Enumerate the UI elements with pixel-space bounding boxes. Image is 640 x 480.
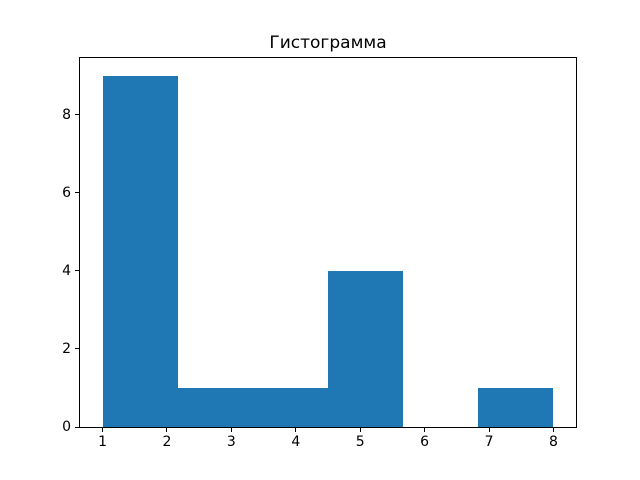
histogram-bar: [177, 387, 253, 427]
x-tick-mark: [488, 428, 490, 432]
x-tick-label: 7: [484, 434, 494, 450]
y-tick-label: 2: [62, 340, 71, 357]
y-tick-mark: [75, 348, 79, 350]
y-axis: 0 2 4 6 8: [62, 58, 576, 435]
x-tick-mark: [552, 428, 554, 432]
bars-layer: [80, 58, 576, 427]
x-tick-mark: [359, 428, 361, 432]
y-tick-label: 0: [62, 419, 71, 435]
x-tick-mark: [230, 428, 232, 432]
x-tick-label: 3: [226, 434, 236, 450]
x-tick-label: 2: [162, 434, 172, 450]
y-tick-label: 6: [62, 184, 71, 201]
chart-title: Гистограмма: [269, 33, 387, 53]
x-tick-label: 4: [291, 434, 301, 450]
plot-area: 1 2 3 4 5 6 7 8 0 2 4 6 8: [62, 57, 577, 450]
histogram-bar: [328, 270, 404, 427]
histogram-bar: [478, 387, 554, 427]
y-tick-mark: [75, 192, 79, 194]
histogram-bar: [102, 75, 178, 427]
y-tick-mark: [75, 114, 79, 116]
y-tick-mark: [75, 270, 79, 272]
x-tick-mark: [424, 428, 426, 432]
y-tick-label: 4: [62, 262, 71, 279]
x-tick-label: 6: [420, 434, 430, 450]
x-tick-label: 8: [548, 434, 558, 450]
y-tick-mark: [75, 426, 79, 428]
x-tick-label: 1: [98, 434, 107, 450]
y-tick-label: 8: [62, 106, 71, 123]
histogram-bar: [252, 387, 328, 427]
x-tick-label: 5: [355, 434, 365, 450]
x-tick-mark: [295, 428, 297, 432]
x-axis: 1 2 3 4 5 6 7 8: [80, 58, 576, 450]
x-tick-mark: [102, 428, 104, 432]
x-tick-mark: [166, 428, 168, 432]
